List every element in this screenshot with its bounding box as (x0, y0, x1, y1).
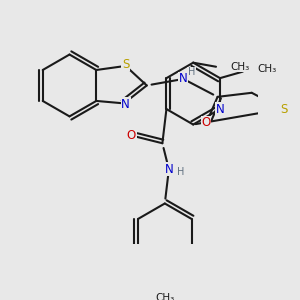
Text: O: O (127, 129, 136, 142)
Text: CH₃: CH₃ (155, 293, 174, 300)
Text: S: S (280, 103, 288, 116)
Text: O: O (202, 116, 211, 129)
Text: N: N (121, 98, 130, 111)
Text: CH₃: CH₃ (257, 64, 277, 74)
Text: N: N (216, 103, 224, 116)
Text: N: N (164, 163, 173, 176)
Text: S: S (122, 58, 129, 71)
Text: H: H (177, 167, 184, 177)
Text: H: H (188, 68, 195, 77)
Text: CH₃: CH₃ (231, 62, 250, 72)
Text: N: N (179, 73, 188, 85)
